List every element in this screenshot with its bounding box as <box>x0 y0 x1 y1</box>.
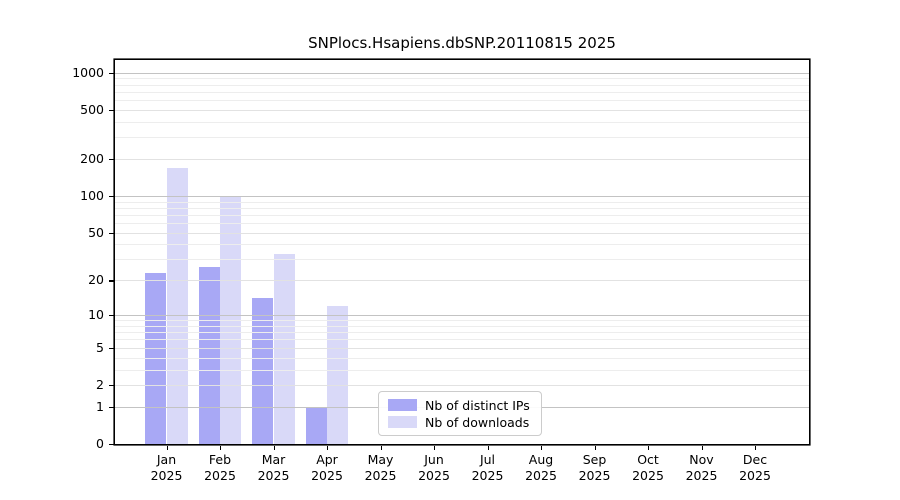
y-tick-mark-1000 <box>109 72 114 74</box>
x-tick-label-aug: Aug 2025 <box>525 452 557 483</box>
y-tick-label-20: 20 <box>88 272 104 288</box>
distinct-ips-swatch <box>388 399 417 411</box>
gridline-300 <box>115 137 809 139</box>
legend-label-distinct-ips: Nb of distinct IPs <box>425 397 530 413</box>
gridline-9 <box>115 320 809 322</box>
x-tick-mark-sep <box>594 445 596 451</box>
gridline-60 <box>115 223 809 224</box>
gridline-700 <box>115 91 809 93</box>
bar-downloads-mar <box>273 254 295 444</box>
gridline-5 <box>115 347 809 349</box>
y-tick-mark-50 <box>109 232 114 234</box>
gridline-2 <box>115 384 809 386</box>
x-tick-label-oct: Oct 2025 <box>632 452 664 483</box>
x-tick-mark-nov <box>701 445 703 451</box>
downloads-swatch <box>388 416 417 428</box>
x-tick-mark-jun <box>434 445 436 451</box>
y-tick-mark-500 <box>109 109 114 112</box>
x-tick-label-sep: Sep 2025 <box>578 452 611 483</box>
gridline-80 <box>115 207 809 209</box>
gridline-30 <box>115 259 809 261</box>
gridline-600 <box>115 100 809 101</box>
gridline-100 <box>115 195 809 197</box>
bar-distinct-ips-apr <box>305 406 327 444</box>
y-tick-label-2: 2 <box>96 376 104 392</box>
x-tick-mark-oct <box>648 445 650 451</box>
bar-distinct-ips-jan <box>145 273 167 444</box>
legend: Nb of distinct IPs Nb of downloads <box>378 391 542 436</box>
bar-downloads-jan <box>166 167 188 444</box>
gridline-3 <box>115 369 809 371</box>
y-tick-label-100: 100 <box>80 187 104 203</box>
gridline-6 <box>115 339 809 341</box>
y-tick-mark-200 <box>109 158 114 161</box>
bar-downloads-feb <box>220 195 242 444</box>
gridline-7 <box>115 332 809 334</box>
x-tick-label-jun: Jun 2025 <box>418 452 450 483</box>
gridline-800 <box>115 84 809 86</box>
y-tick-label-5: 5 <box>96 339 104 355</box>
bar-distinct-ips-feb <box>198 266 220 444</box>
y-tick-mark-1 <box>109 406 114 409</box>
x-tick-label-mar: Mar 2025 <box>257 452 290 483</box>
gridline-8 <box>115 325 809 327</box>
gridline-70 <box>115 214 809 216</box>
legend-item-distinct-ips: Nb of distinct IPs <box>388 399 541 412</box>
x-tick-label-apr: Apr 2025 <box>311 452 343 483</box>
y-tick-label-1000: 1000 <box>72 64 104 80</box>
plot-area <box>115 60 809 444</box>
x-tick-mark-may <box>380 445 382 451</box>
gridline-90 <box>115 201 809 203</box>
x-tick-label-dec: Dec 2025 <box>739 452 771 483</box>
x-tick-label-nov: Nov 2025 <box>685 452 718 483</box>
y-tick-mark-20 <box>109 280 114 282</box>
y-tick-label-10: 10 <box>88 307 104 323</box>
gridline-200 <box>115 158 809 160</box>
y-tick-label-1: 1 <box>96 398 104 414</box>
y-tick-label-0: 0 <box>96 436 104 451</box>
gridline-40 <box>115 244 809 246</box>
gridline-50 <box>115 232 809 234</box>
x-tick-mark-jan <box>166 445 168 451</box>
y-tick-mark-10 <box>109 315 114 317</box>
y-tick-mark-0 <box>109 444 114 446</box>
gridline-400 <box>115 121 809 123</box>
chart-title: SNPlocs.Hsapiens.dbSNP.20110815 2025 <box>308 34 616 52</box>
x-tick-label-feb: Feb 2025 <box>204 452 236 483</box>
x-tick-label-jul: Jul 2025 <box>471 452 504 483</box>
y-tick-mark-100 <box>109 195 114 198</box>
gridline-500 <box>115 109 809 111</box>
legend-label-downloads: Nb of downloads <box>425 414 530 430</box>
gridline-900 <box>115 78 809 80</box>
x-tick-mark-jul <box>487 445 489 451</box>
x-tick-mark-dec <box>755 445 757 451</box>
gridline-1000 <box>115 72 809 74</box>
x-tick-mark-feb <box>220 445 222 451</box>
y-tick-label-500: 500 <box>80 101 104 117</box>
x-tick-label-jan: Jan 2025 <box>150 452 183 483</box>
x-tick-label-may: May 2025 <box>364 452 397 483</box>
y-tick-label-50: 50 <box>88 224 104 240</box>
y-tick-mark-2 <box>109 384 114 387</box>
y-tick-mark-5 <box>109 347 114 350</box>
gridline-10 <box>115 315 809 317</box>
bar-downloads-apr <box>327 306 349 444</box>
x-tick-mark-aug <box>541 445 543 451</box>
legend-item-downloads: Nb of downloads <box>388 416 541 429</box>
x-tick-mark-apr <box>327 445 329 451</box>
gridline-4 <box>115 357 809 359</box>
x-tick-mark-mar <box>273 445 275 451</box>
gridline-20 <box>115 280 809 282</box>
y-tick-label-200: 200 <box>80 150 104 166</box>
